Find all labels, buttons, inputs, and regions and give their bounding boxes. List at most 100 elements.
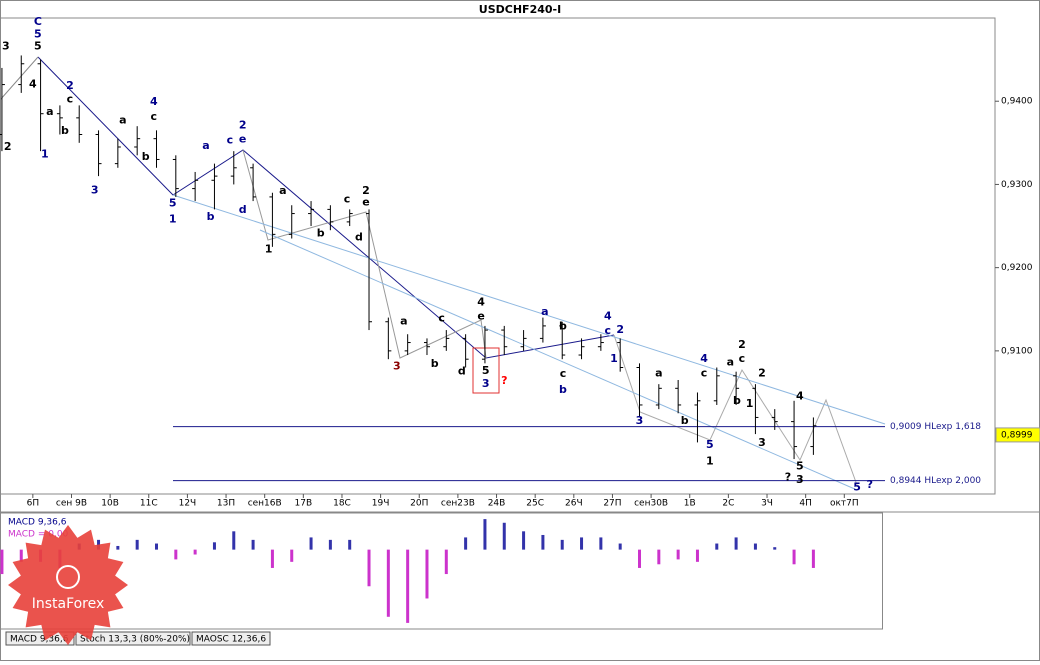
tab-label: Stoch 13,3,3 (80%-20%): [80, 635, 190, 645]
histogram-bar: [212, 542, 216, 550]
wave-label: c: [151, 110, 158, 123]
x-tick-label: 10В: [101, 499, 119, 509]
tab[interactable]: [75, 631, 191, 646]
histogram-bar: [251, 539, 255, 550]
histogram-bar: [811, 549, 815, 568]
wave-label: 4: [604, 310, 612, 323]
wave-label: 2: [362, 184, 370, 197]
wave-label: a: [400, 315, 407, 328]
histogram-bar: [116, 545, 120, 550]
wave-label: b: [431, 357, 439, 370]
wave-label: d: [239, 203, 247, 216]
tab-label: MAOSC 12,36,6: [196, 635, 266, 645]
wave-label: 5: [853, 480, 861, 493]
y-tick-label: 0,9400: [1001, 97, 1033, 107]
y-tick-label: 0,9100: [1001, 346, 1033, 356]
wave-label: b: [559, 383, 567, 396]
wave-label: 4: [796, 390, 804, 403]
wave-label: 5: [706, 438, 714, 451]
x-tick-label: 20П: [410, 499, 428, 509]
wave-label: 3: [482, 377, 490, 390]
wave-line: [0, 56, 39, 101]
wave-label: 1: [706, 455, 714, 468]
histogram-bar: [193, 549, 197, 555]
wave-label: 1: [610, 352, 618, 365]
histogram-bar: [502, 522, 506, 550]
logo-text: InstaForex: [32, 596, 105, 612]
wave-label: 1: [746, 397, 754, 410]
wave-label: 4: [477, 296, 485, 309]
histogram-bar: [290, 549, 294, 562]
histogram-bar: [618, 543, 622, 550]
x-tick-label: 18С: [333, 499, 351, 509]
wave-label: 4: [150, 95, 158, 108]
x-tick-label: 26Ч: [565, 499, 583, 509]
wave-label: a: [541, 305, 548, 318]
wave-label: e: [239, 132, 246, 145]
wave-label: a: [655, 366, 662, 379]
histogram-bar: [599, 537, 603, 550]
wave-label: b: [207, 210, 215, 223]
current-price-box: [995, 427, 1040, 443]
wave-label: 1: [169, 212, 177, 225]
wave-label: 3: [758, 436, 766, 449]
histogram-bar: [695, 549, 699, 562]
wave-label: a: [119, 113, 126, 126]
x-tick-label: сен16В: [248, 499, 282, 509]
wave-label: b: [317, 227, 325, 240]
histogram-bar: [406, 549, 410, 623]
histogram-bar: [348, 539, 352, 550]
x-tick-label: 4П: [799, 499, 812, 509]
wave-label: ?: [867, 478, 873, 491]
x-tick-label: 11С: [140, 499, 158, 509]
histogram-bar: [309, 537, 313, 550]
histogram-bar: [792, 549, 796, 565]
wave-label: 1: [265, 242, 273, 255]
histogram-bar: [560, 539, 564, 550]
wave-label: b: [559, 320, 567, 333]
y-tick-label: 0,9300: [1001, 180, 1033, 190]
histogram-bar: [483, 519, 487, 550]
histogram-bar: [135, 539, 139, 550]
wave-label: c: [605, 324, 612, 337]
histogram-bar: [19, 549, 23, 562]
histogram-bar: [464, 537, 468, 550]
histogram-bar: [734, 537, 738, 550]
tab[interactable]: [5, 631, 75, 646]
x-tick-label: 12Ч: [179, 499, 197, 509]
x-tick-label: 25С: [526, 499, 544, 509]
histogram-bar: [580, 537, 584, 550]
channel-line: [259, 229, 858, 491]
histogram-bar: [386, 549, 390, 617]
tab[interactable]: [191, 631, 271, 646]
logo-badge: [8, 525, 128, 645]
current-price-label: 0,8999: [1001, 430, 1033, 440]
wave-label: 5: [796, 460, 804, 473]
tab-label: MACD 9,36,6: [10, 635, 69, 645]
x-tick-label: 27П: [603, 499, 621, 509]
wave-label: 3: [393, 360, 401, 373]
histogram-bar: [0, 549, 4, 575]
wave-label: 2: [66, 79, 74, 92]
wave-label: c: [438, 311, 445, 324]
x-tick-label: сен30В: [634, 499, 668, 509]
histogram-bar: [541, 534, 545, 550]
wave-label: e: [362, 196, 369, 209]
histogram-bar: [154, 543, 158, 550]
histogram-bar: [715, 543, 719, 550]
wave-label: 5: [34, 39, 42, 52]
histogram-bar: [657, 549, 661, 565]
wave-label: c: [701, 366, 708, 379]
wave-label: 3: [91, 183, 99, 196]
histogram-bar: [753, 543, 757, 550]
wave-label: 2: [738, 338, 746, 351]
histogram-bar: [676, 549, 680, 560]
wave-label: 5: [34, 28, 42, 41]
wave-label: 2: [239, 118, 247, 131]
x-tick-label: сен 9В: [56, 499, 87, 509]
chart-title: USDCHF240-I: [479, 3, 561, 16]
x-tick-label: 3Ч: [761, 499, 773, 509]
